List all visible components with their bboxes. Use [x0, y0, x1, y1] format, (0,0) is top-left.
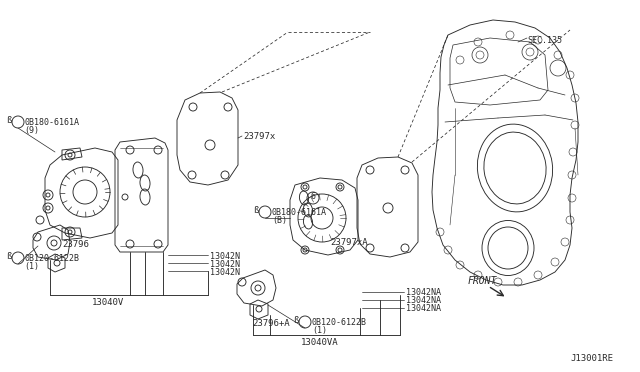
Text: 13040VA: 13040VA	[301, 338, 339, 347]
Text: (B): (B)	[272, 216, 287, 225]
Text: ß: ß	[6, 252, 12, 261]
Text: (1): (1)	[24, 262, 39, 271]
Text: 13040V: 13040V	[92, 298, 124, 307]
Text: ß: ß	[293, 316, 298, 325]
Text: 6: 6	[310, 192, 316, 201]
Text: ß: ß	[253, 206, 259, 215]
Text: 13042NA: 13042NA	[406, 288, 441, 297]
Text: (1): (1)	[312, 326, 327, 335]
Text: 0B120-6122B: 0B120-6122B	[312, 318, 367, 327]
Text: 0B180-6161A: 0B180-6161A	[24, 118, 79, 127]
Text: SEC.135: SEC.135	[527, 36, 562, 45]
Text: 13042N: 13042N	[210, 268, 240, 277]
Text: 13042NA: 13042NA	[406, 296, 441, 305]
Text: ß: ß	[6, 116, 12, 125]
Text: 23797x: 23797x	[243, 132, 275, 141]
Text: 23797xA: 23797xA	[330, 238, 367, 247]
Text: J13001RE: J13001RE	[570, 354, 613, 363]
Text: 23796: 23796	[62, 240, 89, 249]
Text: 13042NA: 13042NA	[406, 304, 441, 313]
Text: (9): (9)	[24, 126, 39, 135]
Text: 23796+A: 23796+A	[252, 319, 290, 328]
Text: 0B120-6122B: 0B120-6122B	[24, 254, 79, 263]
Text: FRONT: FRONT	[468, 276, 497, 286]
Text: 13042N: 13042N	[210, 252, 240, 261]
Text: 0B180-6161A: 0B180-6161A	[272, 208, 327, 217]
Text: 13042N: 13042N	[210, 260, 240, 269]
